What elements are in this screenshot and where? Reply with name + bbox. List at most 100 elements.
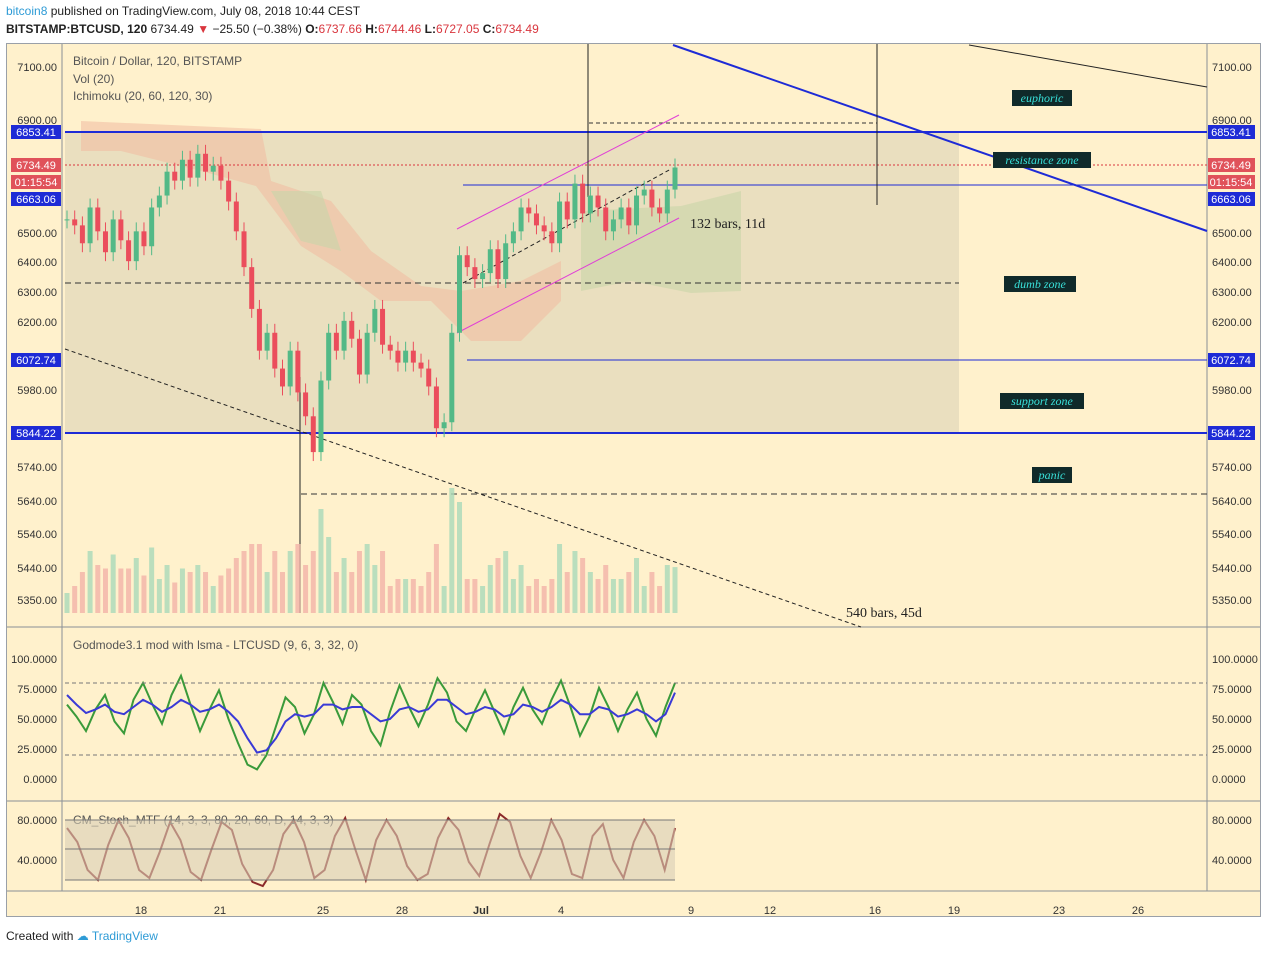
volume-bar [587, 572, 593, 613]
candle-body [510, 231, 516, 244]
candle-body [241, 231, 247, 268]
price-change: −25.50 (−0.38%) [212, 22, 302, 36]
trendline-resistance [672, 44, 1208, 232]
candle-body [595, 195, 601, 208]
volume-bar [95, 565, 101, 613]
candle-body [95, 207, 101, 232]
volume-bar [318, 509, 324, 613]
tradingview-cloud-icon: ☁ [76, 929, 89, 943]
volume-bar [64, 593, 70, 613]
zone-support: support zone [1011, 394, 1073, 408]
close-label: C: [482, 22, 496, 36]
candle-body [426, 368, 432, 387]
osc-series-line [66, 673, 676, 771]
volume-bar [595, 579, 601, 613]
volume-bar [557, 544, 563, 613]
candle-body [503, 243, 509, 280]
volume-bar [172, 582, 178, 613]
volume-bar [187, 572, 193, 613]
tag-6663: 6663.06 [16, 194, 56, 206]
candle-body [187, 159, 193, 178]
y-tick: 5980.00 [17, 385, 57, 397]
y-tick: 75.0000 [17, 684, 57, 696]
osc-series-line [66, 692, 676, 754]
tag-6853-r: 6853.41 [1211, 127, 1251, 139]
volume-bar [387, 586, 393, 613]
candle-body [364, 332, 370, 375]
zone-euphoric: euphoric [1021, 91, 1064, 105]
y-tick: 6400.00 [17, 257, 57, 269]
chart-title: Bitcoin / Dollar, 120, BITSTAMP [73, 54, 242, 68]
volume-bar [72, 586, 78, 613]
y-tick-r: 6900.00 [1212, 115, 1252, 127]
y-tick-r: 100.0000 [1212, 654, 1258, 666]
chart-frame[interactable]: Bitcoin / Dollar, 120, BITSTAMP Vol (20)… [6, 43, 1261, 917]
y-tick: 6300.00 [17, 287, 57, 299]
candle-body [272, 332, 278, 369]
y-tick-r: 80.0000 [1212, 815, 1252, 827]
candles-group [64, 144, 678, 462]
candle-body [672, 167, 678, 190]
high-value: 6744.46 [377, 22, 422, 36]
publish-header: bitcoin8 published on TradingView.com, J… [6, 4, 360, 18]
volume-bar [433, 544, 439, 613]
volume-bar [310, 551, 316, 613]
candle-body [156, 195, 162, 208]
candle-body [380, 308, 386, 345]
price-tags-right: 6853.41 6734.49 01:15:54 6663.06 6072.74… [1208, 125, 1255, 440]
candle-body [218, 165, 224, 181]
volume-bar [164, 565, 170, 613]
chart-canvas[interactable]: Bitcoin / Dollar, 120, BITSTAMP Vol (20)… [7, 44, 1260, 916]
candle-body [641, 189, 647, 196]
candle-body [572, 183, 578, 220]
candle-body [564, 201, 570, 220]
candle-body [279, 368, 285, 387]
indicator-vol: Vol (20) [73, 72, 114, 86]
candle-body [141, 231, 147, 247]
volume-bar [449, 488, 455, 613]
volume-bar [333, 572, 339, 613]
y-tick-r: 6300.00 [1212, 287, 1252, 299]
volume-bar [226, 568, 232, 613]
volume-bar [664, 565, 670, 613]
zone-resistance: resistance zone [1005, 153, 1079, 167]
trendline-dashed-down [64, 348, 862, 628]
volume-bar [279, 572, 285, 613]
volume-bar [326, 537, 332, 613]
volume-bar [487, 565, 493, 613]
candle-body [533, 213, 539, 226]
volume-bar [380, 551, 386, 613]
y-tick: 7100.00 [17, 62, 57, 74]
volume-bar [426, 572, 432, 613]
tag-timer-r: 01:15:54 [1210, 177, 1253, 189]
candle-body [172, 171, 178, 181]
candle-body [372, 308, 378, 333]
tag-5844-r: 5844.22 [1211, 428, 1251, 440]
open-value: 6737.66 [318, 22, 362, 36]
volume-bar [203, 572, 209, 613]
volume-bar [603, 565, 609, 613]
candle-body [303, 392, 309, 417]
candle-body [457, 255, 463, 333]
tag-last: 6734.49 [16, 160, 56, 172]
high-label: H: [365, 22, 378, 36]
y-tick-r: 5350.00 [1212, 595, 1252, 607]
candle-body [549, 231, 555, 244]
tag-6072: 6072.74 [16, 355, 56, 367]
volume-bar [510, 579, 516, 613]
candle-body [64, 219, 70, 221]
candle-body [310, 416, 316, 453]
y-tick: 0.0000 [23, 774, 57, 786]
candle-body [449, 332, 455, 423]
volume-bar [626, 572, 632, 613]
volume-bar [195, 565, 201, 613]
candle-body [487, 249, 493, 274]
tradingview-link[interactable]: TradingView [91, 929, 158, 943]
candle-body [526, 207, 532, 214]
price-tags-left: 6853.41 6734.49 01:15:54 6663.06 6072.74… [11, 125, 61, 440]
y-tick-r: 5980.00 [1212, 385, 1252, 397]
tag-timer: 01:15:54 [15, 177, 58, 189]
y-axis-osc: 100.0000 75.0000 50.0000 25.0000 0.0000 … [11, 654, 57, 867]
publisher-link[interactable]: bitcoin8 [6, 4, 48, 18]
candle-body [126, 240, 132, 262]
